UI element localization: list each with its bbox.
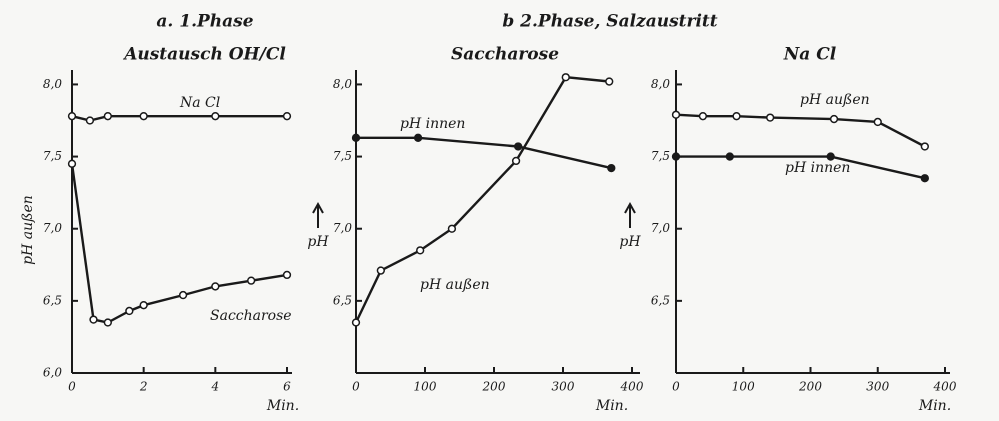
y-tick-label: 6,5 [651,293,670,307]
data-point [282,112,292,121]
data-point [605,77,614,86]
data-point [211,112,220,121]
x-tick-label: 200 [798,380,822,394]
y-tick-label: 7,0 [43,221,62,235]
series-label: Na Cl [179,95,220,111]
data-point [725,152,734,161]
y-tick-label: 8,0 [43,77,62,91]
x-tick-label: 400 [933,380,957,394]
x-tick-label: 100 [414,380,437,394]
y-tick-label: 7,5 [333,149,352,163]
data-point [351,318,361,327]
x-tick-label: 300 [866,380,889,394]
y-tick-label: 8,0 [651,77,670,91]
data-point [282,270,292,280]
series-label: Saccharose [210,308,292,324]
series-label: pH innen [400,116,465,132]
data-point [826,152,835,161]
y-axis-label: pH außen [20,195,36,265]
data-point [125,306,134,316]
data-point [698,112,708,121]
series-line [676,155,926,180]
series-line [356,136,612,170]
x-tick-label: 100 [732,380,755,394]
y-tick-label: 6,5 [43,293,62,307]
data-point [351,133,361,142]
series-line [70,163,288,324]
data-point [416,246,425,255]
x-axis-label: Min. [918,398,951,414]
x-tick-label: 200 [482,380,506,394]
x-tick-label: 300 [552,380,575,394]
data-point [766,113,775,122]
y-tick-label: 6,0 [43,366,62,380]
data-point [873,117,882,127]
chart-title: a. 1.Phase [156,12,253,32]
data-point [447,224,457,233]
data-point [607,163,616,173]
series-line [675,113,926,148]
data-point [67,112,77,121]
x-tick-label: 2 [139,380,148,394]
data-point [732,112,741,121]
chart-subtitle: Austausch OH/Cl [122,45,286,65]
data-point [671,110,681,119]
arrow [624,201,636,228]
y-tick-label: 7,0 [333,221,352,235]
chart-subtitle: Na Cl [783,45,837,65]
data-point [103,112,112,121]
data-point [920,174,929,183]
series-label: pH außen [800,92,870,108]
data-point [67,159,77,168]
data-point [139,301,148,310]
chart-title: b 2.Phase, Salzaustritt [502,12,717,32]
x-tick-label: 0 [672,380,680,394]
y-axis-label: pH [619,234,641,250]
data-point [514,142,523,151]
arrow [312,201,324,228]
y-tick-label: 7,0 [651,221,670,235]
series-label: pH innen [785,160,850,176]
x-tick-label: 0 [352,380,360,394]
chart-subtitle: Saccharose [451,45,559,65]
x-tick-label: 400 [620,380,644,394]
data-point [247,276,256,285]
data-point [139,112,148,121]
data-point [413,133,423,142]
series-label: pH außen [420,277,490,293]
data-point [511,156,521,166]
data-point [178,290,188,300]
data-point [85,116,95,125]
x-tick-label: 0 [68,380,76,394]
y-axis-label: pH [307,234,329,250]
data-point [103,318,112,327]
data-point [829,114,839,124]
y-tick-label: 7,5 [43,149,62,163]
data-point [376,266,385,275]
x-axis-label: Min. [266,398,299,414]
data-point [561,73,570,82]
x-axis-label: Min. [595,398,628,414]
data-point [89,315,98,324]
y-tick-label: 7,5 [651,149,670,163]
data-point [211,282,220,291]
y-tick-label: 8,0 [333,77,352,91]
data-point [671,152,681,161]
data-point [920,142,929,151]
x-tick-label: 4 [211,380,220,394]
y-tick-label: 6,5 [333,293,352,307]
x-tick-label: 6 [283,380,291,394]
